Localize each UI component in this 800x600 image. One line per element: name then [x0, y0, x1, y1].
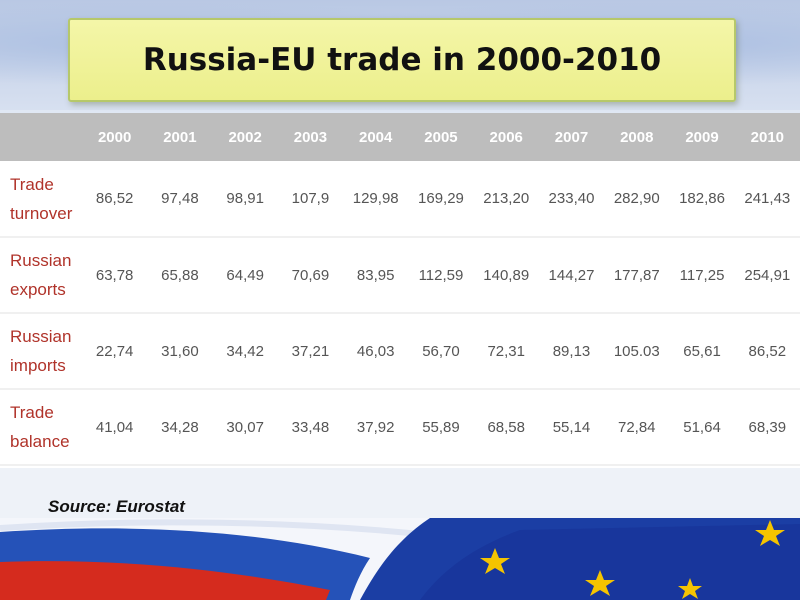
- table-cell: 51,64: [683, 418, 721, 436]
- row-label-trade-turnover: Trade turnover: [10, 174, 73, 223]
- trade-table-container: 2000 2001 2002 2003 2004 2005 2006 2007 …: [0, 113, 800, 468]
- footer-background: [0, 468, 800, 520]
- table-cell: 72,84: [617, 418, 656, 436]
- table-cell: 65,88: [161, 266, 199, 284]
- table-cell: 22,74: [95, 342, 134, 360]
- table-cell: 83,95: [356, 266, 395, 284]
- row-label-trade-balance: Trade balance: [10, 403, 70, 451]
- table-cell: 98,91: [226, 190, 264, 207]
- page-title: Russia-EU trade in 2000-2010: [142, 42, 662, 78]
- table-cell: 117,25: [679, 266, 725, 284]
- table-cell: 34,42: [226, 342, 264, 360]
- table-cell: 72,31: [487, 342, 525, 360]
- table-cell: 41,04: [95, 418, 134, 436]
- year-header: 2007: [554, 128, 589, 146]
- year-header: 2004: [359, 128, 393, 146]
- table-cell: 37,92: [356, 418, 395, 436]
- table-cell: 46,03: [356, 342, 395, 360]
- table-cell: 70,69: [291, 266, 330, 284]
- table-cell: 68,39: [748, 418, 787, 436]
- table-cell: 97,48: [161, 190, 199, 207]
- table-cell: 112,59: [418, 266, 464, 284]
- table-cell: 56,70: [422, 342, 460, 360]
- table-cell: 68,58: [487, 418, 525, 436]
- table-cell: 37,21: [291, 342, 330, 360]
- year-header: 2005: [424, 128, 458, 146]
- table-cell: 30,07: [226, 418, 264, 436]
- year-header: 2003: [293, 128, 328, 146]
- year-header: 2002: [228, 128, 262, 146]
- table-cell: 241,43: [744, 190, 791, 207]
- table-header-row: 2000 2001 2002 2003 2004 2005 2006 2007 …: [0, 113, 800, 161]
- table-cell: 63,78: [95, 266, 134, 284]
- flags-banner: [0, 518, 800, 600]
- source-note: Source: Eurostat: [48, 497, 185, 516]
- trade-table: 2000 2001 2002 2003 2004 2005 2006 2007 …: [0, 113, 800, 466]
- table-cell: 213,20: [483, 190, 530, 207]
- table-cell: 86,52: [95, 190, 134, 207]
- title-banner: Russia-EU trade in 2000-2010: [68, 18, 736, 102]
- table-cell: 65,61: [683, 342, 721, 360]
- year-header: 2000: [97, 128, 132, 146]
- table-cell: 233,40: [548, 190, 595, 207]
- table-cell: 144,27: [548, 266, 595, 284]
- table-cell: 86,52: [748, 342, 787, 360]
- table-cell: 33,48: [291, 418, 330, 436]
- table-row: Russian exports 63,78 65,88 64,49 70,69 …: [0, 237, 800, 313]
- table-cell: 34,28: [161, 418, 199, 436]
- table-cell: 105.03: [613, 342, 660, 360]
- table-cell: 64,49: [226, 266, 264, 284]
- year-header: 2009: [685, 128, 719, 146]
- year-header: 2006: [489, 128, 523, 146]
- table-cell: 282,90: [613, 190, 660, 207]
- table-cell: 169,29: [418, 190, 464, 207]
- table-cell: 129,98: [352, 190, 399, 207]
- eu-star-icon: [480, 548, 510, 574]
- table-cell: 177,87: [613, 266, 660, 284]
- eu-flag-image: [360, 518, 800, 600]
- year-header: 2008: [620, 128, 654, 146]
- row-label-russian-imports: Russian imports: [10, 327, 72, 375]
- year-header: 2001: [163, 128, 197, 146]
- eu-star-icon: [585, 570, 615, 596]
- table-cell: 55,14: [552, 418, 591, 436]
- russian-flag-image: [0, 518, 430, 600]
- table-cell: 31,60: [161, 342, 199, 360]
- table-cell: 254,91: [744, 266, 791, 284]
- eu-star-icon: [678, 578, 702, 599]
- row-label-russian-exports: Russian exports: [10, 251, 72, 299]
- eu-star-icon: [755, 520, 785, 546]
- table-cell: 55,89: [422, 418, 460, 436]
- year-header: 2010: [750, 128, 785, 146]
- table-row: Trade turnover 86,52 97,48 98,91 107,9 1…: [0, 161, 800, 237]
- table-cell: 107,9: [291, 190, 330, 207]
- header-corner-cell: [0, 113, 82, 161]
- table-row: Trade balance 41,04 34,28 30,07 33,48 37…: [0, 389, 800, 465]
- table-cell: 140,89: [483, 266, 530, 284]
- table-cell: 182,86: [679, 190, 725, 207]
- table-row: Russian imports 22,74 31,60 34,42 37,21 …: [0, 313, 800, 389]
- table-cell: 89,13: [552, 342, 591, 360]
